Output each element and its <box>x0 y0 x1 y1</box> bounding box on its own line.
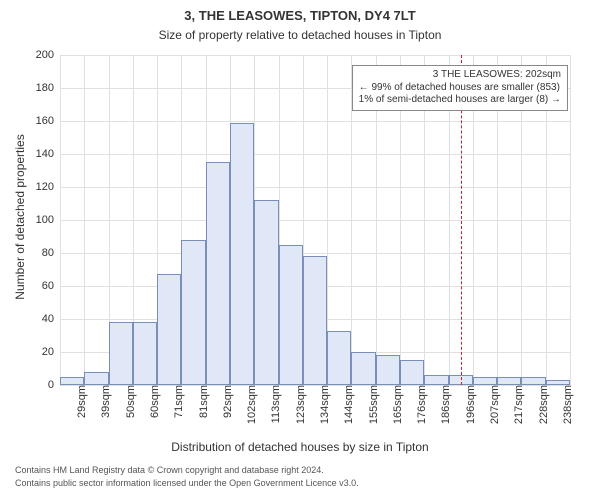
histogram-bar <box>133 322 157 385</box>
grid-line-h <box>60 253 570 254</box>
histogram-bar <box>60 377 84 385</box>
x-tick-label: 144sqm <box>343 385 355 433</box>
chart-title: 3, THE LEASOWES, TIPTON, DY4 7LT <box>0 8 600 23</box>
grid-line-v <box>84 55 85 385</box>
x-tick-label: 196sqm <box>465 385 477 433</box>
histogram-bar <box>424 375 448 385</box>
x-tick-label: 217sqm <box>513 385 525 433</box>
x-tick-label: 71sqm <box>173 385 185 433</box>
histogram-bar <box>279 245 303 385</box>
y-tick-label: 200 <box>28 49 54 61</box>
histogram-bar <box>351 352 375 385</box>
x-tick-label: 60sqm <box>149 385 161 433</box>
x-tick-label: 238sqm <box>562 385 574 433</box>
histogram-bar <box>84 372 108 385</box>
histogram-bar <box>473 377 497 385</box>
y-tick-label: 40 <box>28 313 54 325</box>
x-tick-label: 113sqm <box>270 385 282 433</box>
histogram-bar <box>109 322 133 385</box>
x-tick-label: 207sqm <box>489 385 501 433</box>
property-annotation: 3 THE LEASOWES: 202sqm← 99% of detached … <box>352 65 568 111</box>
x-tick-label: 29sqm <box>76 385 88 433</box>
histogram-bar <box>157 274 181 385</box>
histogram-bar <box>521 377 545 385</box>
annotation-line: ← 99% of detached houses are smaller (85… <box>359 82 561 95</box>
footer-line-2: Contains public sector information licen… <box>15 478 359 488</box>
chart-container: 3, THE LEASOWES, TIPTON, DY4 7LT Size of… <box>0 0 600 500</box>
x-tick-label: 81sqm <box>198 385 210 433</box>
x-tick-label: 123sqm <box>295 385 307 433</box>
x-tick-label: 92sqm <box>222 385 234 433</box>
x-tick-label: 50sqm <box>125 385 137 433</box>
x-tick-label: 102sqm <box>246 385 258 433</box>
y-tick-label: 100 <box>28 214 54 226</box>
annotation-line: 3 THE LEASOWES: 202sqm <box>359 69 561 82</box>
y-tick-label: 120 <box>28 181 54 193</box>
histogram-bar <box>376 355 400 385</box>
grid-line-h <box>60 220 570 221</box>
grid-line-h <box>60 121 570 122</box>
y-tick-label: 0 <box>28 379 54 391</box>
grid-line-v <box>570 55 571 385</box>
y-tick-label: 160 <box>28 115 54 127</box>
x-tick-label: 165sqm <box>392 385 404 433</box>
y-tick-label: 180 <box>28 82 54 94</box>
y-tick-label: 80 <box>28 247 54 259</box>
x-tick-label: 176sqm <box>416 385 428 433</box>
footer-line-1: Contains HM Land Registry data © Crown c… <box>15 465 324 475</box>
grid-line-v <box>60 55 61 385</box>
grid-line-h <box>60 55 570 56</box>
y-tick-label: 140 <box>28 148 54 160</box>
x-tick-label: 228sqm <box>538 385 550 433</box>
histogram-bar <box>206 162 230 385</box>
histogram-bar <box>230 123 254 385</box>
annotation-line: 1% of semi-detached houses are larger (8… <box>359 94 561 107</box>
histogram-bar <box>497 377 521 385</box>
x-tick-label: 155sqm <box>368 385 380 433</box>
histogram-bar <box>327 331 351 385</box>
grid-line-h <box>60 187 570 188</box>
x-tick-label: 186sqm <box>440 385 452 433</box>
x-tick-label: 134sqm <box>319 385 331 433</box>
histogram-bar <box>303 256 327 385</box>
x-tick-label: 39sqm <box>100 385 112 433</box>
histogram-bar <box>254 200 278 385</box>
y-tick-label: 20 <box>28 346 54 358</box>
grid-line-h <box>60 154 570 155</box>
histogram-bar <box>400 360 424 385</box>
chart-subtitle: Size of property relative to detached ho… <box>0 28 600 42</box>
histogram-bar <box>181 240 205 385</box>
x-axis-label: Distribution of detached houses by size … <box>0 440 600 454</box>
y-tick-label: 60 <box>28 280 54 292</box>
y-axis-label: Number of detached properties <box>13 52 27 382</box>
